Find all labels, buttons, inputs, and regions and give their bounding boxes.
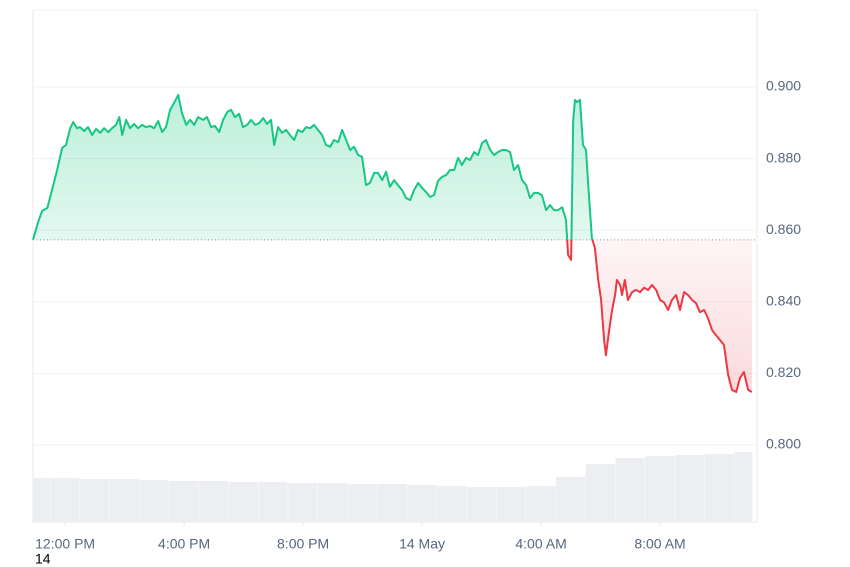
price-line [32, 93, 753, 393]
x-tick-label: 14 May [399, 536, 445, 552]
volume-bar [169, 481, 199, 522]
volume-bar [347, 484, 377, 522]
volume-bar [615, 458, 645, 522]
volume-bar [585, 464, 615, 522]
volume-bar [317, 483, 348, 522]
volume-bar [139, 480, 169, 522]
volume-bar [50, 478, 80, 522]
volume-bar [198, 481, 229, 522]
volume-bar [258, 482, 288, 522]
volume-bar [79, 479, 110, 522]
x-tick-label: 8:00 PM [277, 536, 329, 552]
volume-bar [407, 485, 437, 522]
volume-bar [496, 487, 526, 522]
x-tick-label: 8:00 AM [634, 536, 685, 552]
volume-bar [466, 487, 496, 522]
x-tick-label: 4:00 PM [158, 536, 210, 552]
volume-bar [674, 455, 705, 522]
volume-bar [526, 486, 556, 522]
volume-bar [377, 484, 407, 522]
volume-bar [436, 486, 467, 522]
corner-label: 14 [35, 551, 51, 567]
y-tick-label: 0.820 [766, 364, 801, 380]
area [33, 94, 752, 393]
y-tick-label: 0.900 [766, 78, 801, 94]
volume-bar [645, 456, 675, 522]
volume-bar [734, 452, 753, 522]
volume-bar [555, 477, 586, 522]
y-tick-label: 0.800 [766, 436, 801, 452]
volume-bar [109, 479, 139, 522]
y-tick-label: 0.860 [766, 221, 801, 237]
volume-bar [288, 483, 318, 522]
x-tick-label: 12:00 PM [35, 536, 95, 552]
volume-bar [704, 454, 734, 522]
y-tick-label: 0.880 [766, 149, 801, 165]
volume-bar [228, 482, 258, 522]
y-tick-label: 0.840 [766, 293, 801, 309]
volume-bar [33, 478, 50, 522]
x-tick-label: 4:00 AM [515, 536, 566, 552]
